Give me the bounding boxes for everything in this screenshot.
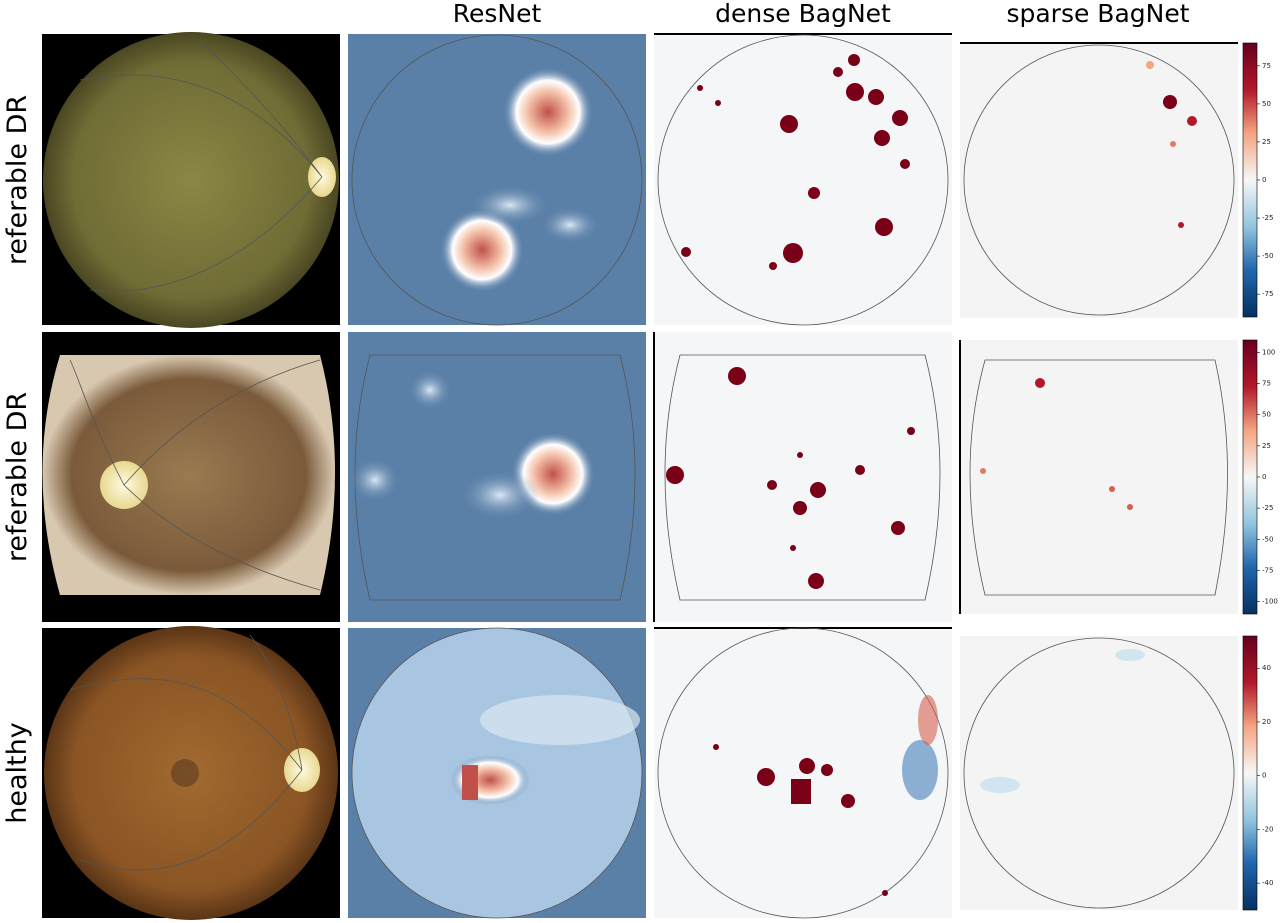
column-header: dense BagNet [715, 0, 891, 28]
colorbar-tick-label: 75 [1262, 380, 1271, 388]
colorbar-tick-label: 25 [1262, 138, 1271, 146]
colorbar [1242, 42, 1258, 318]
dense-bagnet-heatmap [654, 627, 952, 919]
colorbar-tick-label: 50 [1262, 411, 1271, 419]
fundus-image [42, 332, 340, 622]
column-header: sparse BagNet [1006, 0, 1189, 28]
colorbar-tick-label: -25 [1262, 504, 1273, 512]
sparse-bagnet-heatmap [959, 340, 1238, 614]
colorbar-tick-label: -50 [1262, 535, 1273, 543]
colorbar-tick-label: 100 [1262, 348, 1275, 356]
sparse-bagnet-heatmap [960, 636, 1238, 910]
fundus-image [42, 32, 340, 328]
colorbar-tick-label: -40 [1262, 879, 1273, 887]
colorbar-tick-label: 50 [1262, 100, 1271, 108]
row-label: healthy [2, 722, 33, 823]
colorbar-tick-label: 25 [1262, 442, 1271, 450]
colorbar [1242, 635, 1258, 911]
resnet-heatmap [348, 332, 646, 622]
colorbar-tick-label: 40 [1262, 664, 1271, 672]
row-label: referable DR [2, 95, 33, 265]
colorbar-tick-label: 20 [1262, 718, 1271, 726]
dense-bagnet-heatmap [654, 33, 952, 326]
row-label: referable DR [2, 392, 33, 562]
colorbar-tick-label: 0 [1262, 176, 1266, 184]
resnet-heatmap [348, 34, 646, 326]
colorbar-tick-label: -50 [1262, 252, 1273, 260]
fundus-image [42, 626, 340, 920]
colorbar-tick-label: -100 [1262, 598, 1278, 606]
colorbar-tick-label: -25 [1262, 214, 1273, 222]
sparse-bagnet-heatmap [960, 42, 1238, 318]
colorbar-tick-label: -75 [1262, 290, 1273, 298]
colorbar-tick-label: -75 [1262, 566, 1273, 574]
colorbar-tick-label: -20 [1262, 825, 1273, 833]
resnet-heatmap [348, 627, 646, 919]
colorbar-tick-label: 0 [1262, 473, 1266, 481]
column-header: ResNet [453, 0, 542, 28]
colorbar-tick-label: 75 [1262, 62, 1271, 70]
dense-bagnet-heatmap [653, 332, 952, 622]
colorbar-tick-label: 0 [1262, 772, 1266, 780]
colorbar [1242, 339, 1258, 615]
